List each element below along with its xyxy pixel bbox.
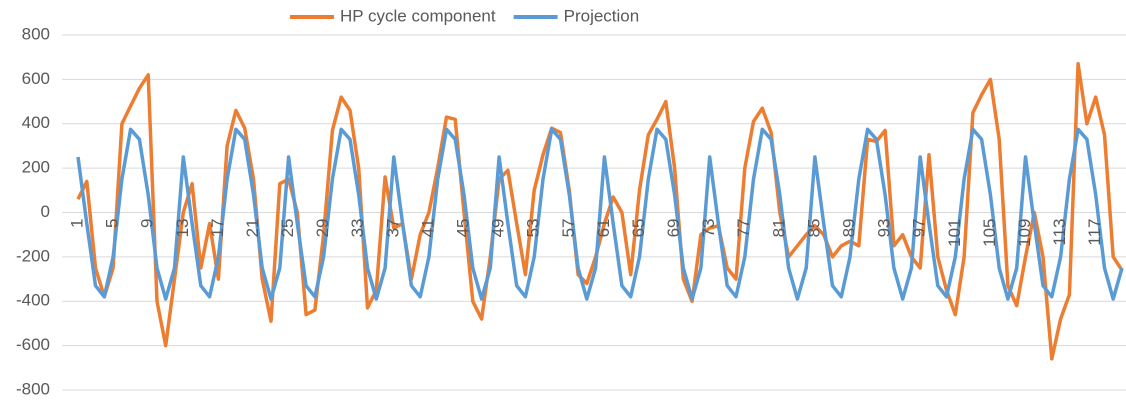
x-tick-label: 53	[524, 219, 543, 238]
x-tick-label: 109	[1015, 219, 1034, 247]
x-tick-label: 117	[1085, 219, 1104, 246]
x-tick-label: 5	[103, 219, 122, 228]
y-tick-label: 0	[41, 202, 50, 221]
x-tick-label: 69	[664, 219, 683, 238]
x-tick-label: 89	[840, 219, 859, 238]
y-tick-label: -800	[16, 379, 50, 398]
legend-label: HP cycle component	[340, 6, 496, 25]
x-tick-label: 113	[1050, 219, 1069, 246]
x-tick-label: 9	[138, 219, 157, 228]
y-tick-label: 600	[22, 69, 50, 88]
x-tick-label: 101	[945, 219, 964, 247]
x-tick-label: 33	[348, 219, 367, 238]
x-tick-label: 17	[208, 219, 227, 238]
x-tick-label: 77	[734, 219, 753, 238]
y-tick-label: -400	[16, 291, 50, 310]
y-tick-label: 800	[22, 24, 50, 43]
x-tick-label: 37	[383, 219, 402, 238]
x-tick-label: 25	[278, 219, 297, 238]
x-tick-label: 65	[629, 219, 648, 238]
x-tick-label: 13	[173, 219, 192, 238]
x-tick-label: 85	[804, 219, 823, 238]
x-tick-label: 57	[559, 219, 578, 238]
series-line	[76, 127, 1124, 301]
x-tick-label: 105	[980, 219, 999, 247]
x-tick-label: 93	[875, 219, 894, 238]
y-tick-label: 400	[22, 113, 50, 132]
y-tick-label: 200	[22, 158, 50, 177]
x-tick-label: 45	[454, 219, 473, 238]
y-tick-label: -600	[16, 335, 50, 354]
legend-label: Projection	[564, 6, 640, 25]
x-tick-label: 29	[313, 219, 332, 238]
x-tick-label: 49	[489, 219, 508, 238]
x-tick-label: 97	[910, 219, 929, 238]
x-tick-label: 73	[699, 219, 718, 238]
x-tick-label: 41	[418, 219, 437, 238]
x-tick-label: 1	[67, 219, 86, 228]
x-tick-label: 81	[769, 219, 788, 238]
y-tick-label: -200	[16, 246, 50, 265]
x-tick-label: 21	[243, 219, 262, 238]
x-tick-label: 61	[594, 219, 613, 238]
